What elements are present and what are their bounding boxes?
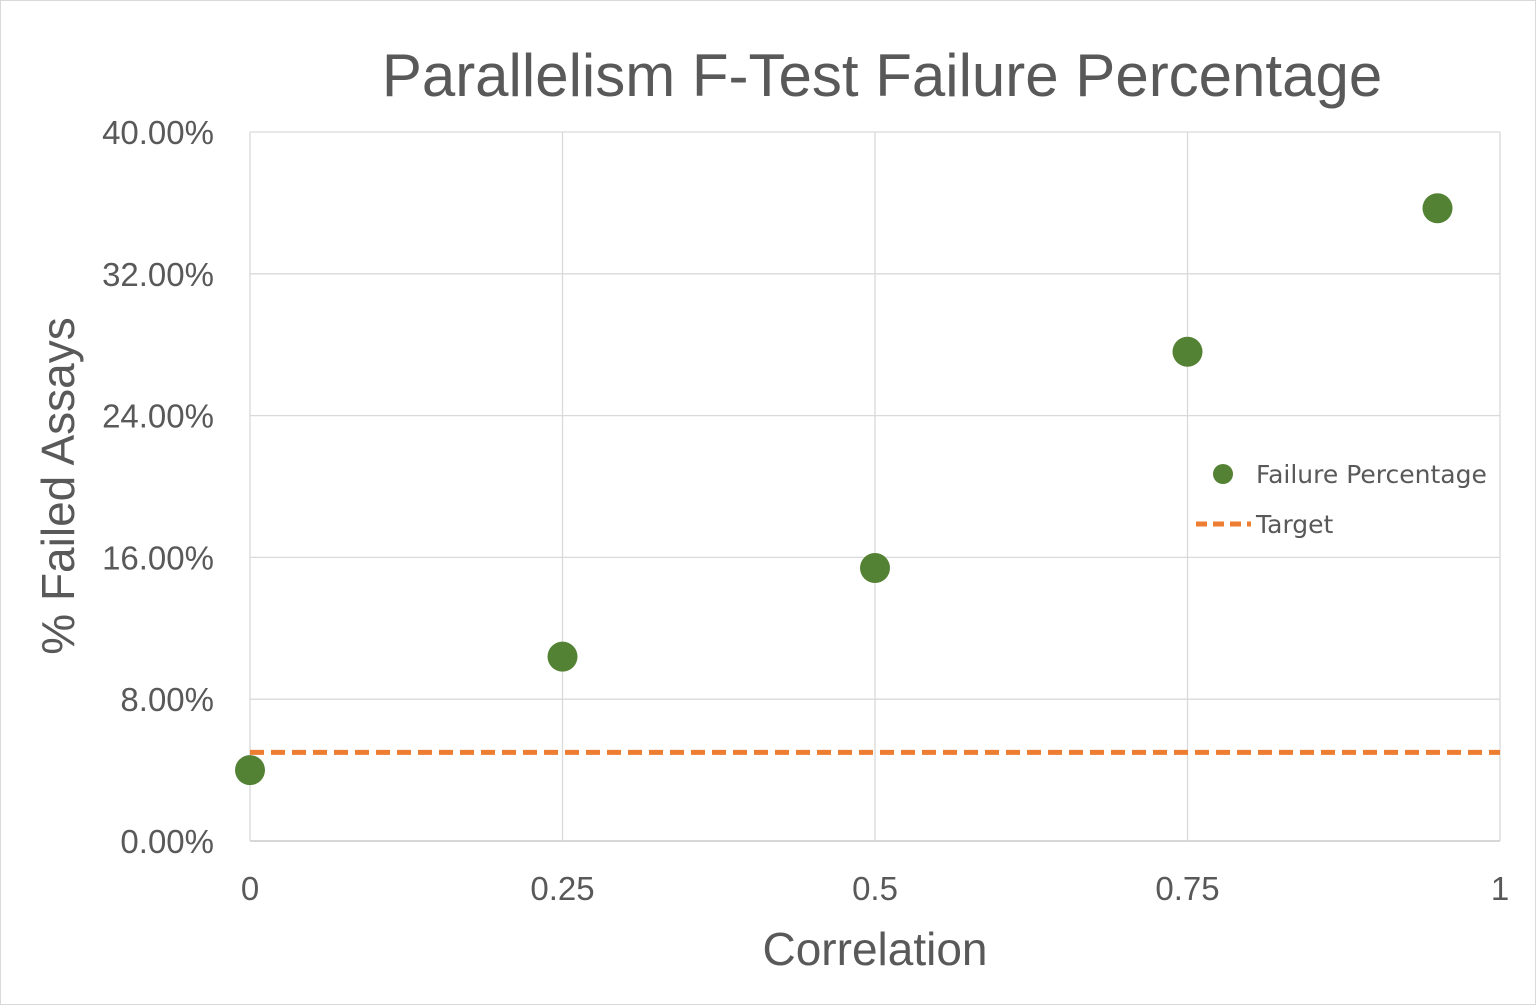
y-tick-label: 16.00% [102,539,214,576]
y-tick-label: 24.00% [102,398,214,435]
y-axis-title: % Failed Assays [32,317,84,654]
x-tick-label: 1 [1491,870,1509,907]
data-point [1422,193,1453,224]
y-tick-label: 40.00% [102,114,214,151]
x-axis-title: Correlation [763,923,988,975]
data-point [235,755,265,786]
legend: Failure Percentage Target [1196,460,1487,539]
legend-label-failure-percentage: Failure Percentage [1256,460,1487,489]
tick-labels: 0.00% 8.00% 16.00% 24.00% 32.00% 40.00% 0 0.25 0… [102,114,1509,907]
data-point [1172,336,1203,367]
y-tick-label: 32.00% [102,256,214,293]
legend-label-target: Target [1255,510,1334,539]
y-tick-label: 0.00% [120,823,214,860]
data-point [860,553,890,584]
x-tick-label: 0.5 [852,870,898,907]
data-point [547,641,578,672]
x-tick-label: 0.25 [530,870,594,907]
chart-title: Parallelism F-Test Failure Percentage [382,42,1382,109]
y-tick-label: 8.00% [120,681,214,718]
plot-series [235,193,1500,786]
gridlines [249,131,1501,842]
x-tick-label: 0.75 [1155,870,1219,907]
x-tick-label: 0 [241,870,259,907]
legend-marker-failure-percentage [1213,464,1233,484]
